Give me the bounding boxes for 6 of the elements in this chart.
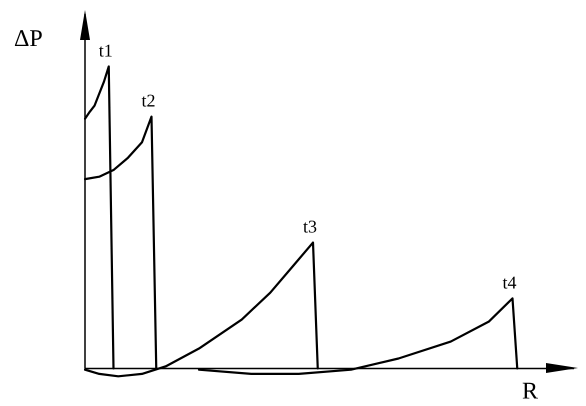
text: t1 [98,40,113,60]
y-axis-title: ΔP [14,26,43,52]
annotation: t3 [302,216,318,237]
annotation: t2 [141,90,156,111]
annotation: t4 [502,272,517,292]
x-axis-title: R [522,378,538,404]
